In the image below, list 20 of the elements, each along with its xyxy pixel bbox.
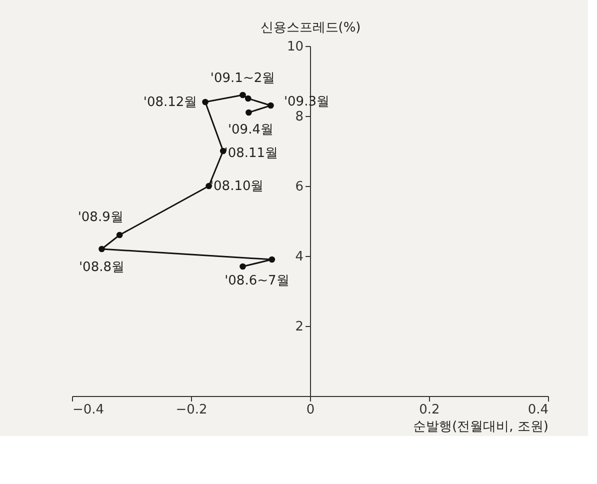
- annotation: '09.1~2월: [210, 71, 276, 86]
- x-tick-label: −0.4: [72, 402, 104, 418]
- annotation: '08.12월: [143, 95, 198, 110]
- x-tick-label: 0.4: [528, 402, 548, 418]
- annotation: '08.10월: [210, 179, 264, 194]
- annotation: '08.6~7월: [224, 274, 290, 288]
- annotation: '08.9월: [78, 210, 124, 225]
- y-tick-label: 8: [295, 110, 304, 124]
- x-tick-label: 0.2: [419, 402, 440, 418]
- annotation: '08.11월: [224, 146, 278, 161]
- y-axis-title: 신용스프레드(%): [260, 20, 361, 36]
- y-tick-label: 2: [295, 320, 304, 334]
- y-tick-label: 4: [295, 250, 304, 264]
- annotation: '09.4월: [228, 122, 274, 138]
- x-axis-title: 순발행(전월대비, 조원): [413, 420, 548, 434]
- annotation: '08.8월: [78, 260, 125, 275]
- y-tick-label: 6: [295, 180, 304, 194]
- x-tick-label: 0: [306, 402, 315, 418]
- x-tick-label: −0.2: [176, 402, 208, 418]
- y-tick-label: 10: [286, 40, 304, 54]
